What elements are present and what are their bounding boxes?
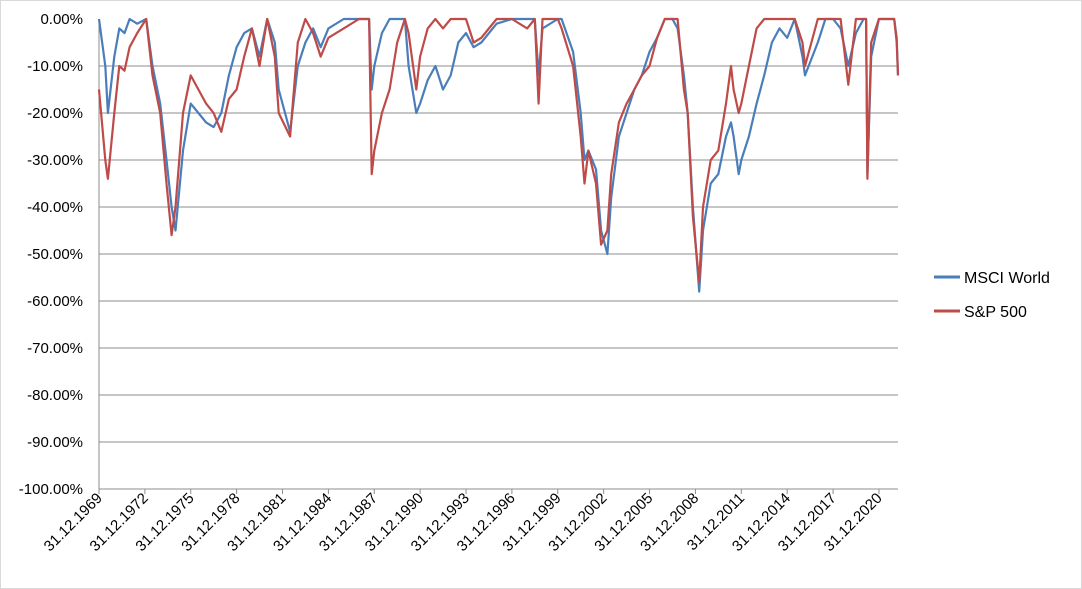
gridlines [99,65,898,443]
y-tick-label: -80.00% [27,387,83,404]
y-tick-label: -30.00% [27,152,83,169]
y-tick-label: -100.00% [19,481,83,498]
legend-label-msci-world: MSCI World [964,270,1050,287]
y-tick-label: -90.00% [27,434,83,451]
y-tick-label: -40.00% [27,199,83,216]
axes [98,19,898,494]
legend-label-s-p-500: S&P 500 [964,304,1027,321]
y-tick-label: -20.00% [27,105,83,122]
legend: MSCI World S&P 500 [934,270,1050,321]
y-tick-label: -50.00% [27,246,83,263]
y-tick-label: -10.00% [27,58,83,75]
series-line-s-p-500 [97,17,900,284]
series-line-msci-world [97,17,900,293]
x-axis-tick-labels: 31.12.196931.12.197231.12.197531.12.1978… [41,490,886,555]
y-axis-tick-labels: 0.00% -10.00% -20.00% -30.00% -40.00% -50.00%… [19,11,83,498]
y-tick-label: -60.00% [27,293,83,310]
series-lines [97,17,900,293]
y-tick-label: 0.00% [40,11,83,28]
y-tick-label: -70.00% [27,340,83,357]
